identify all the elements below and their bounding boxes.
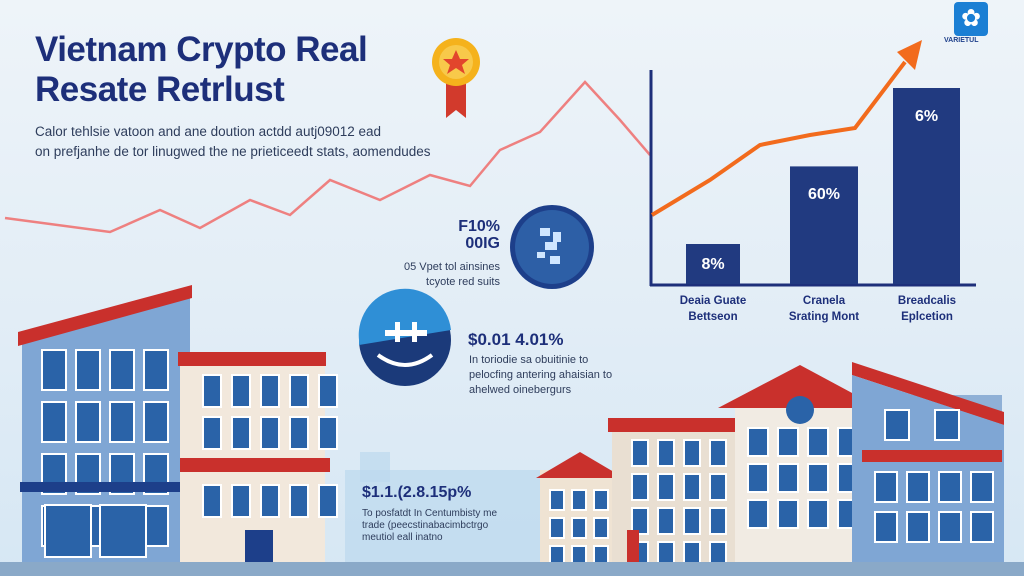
- bar-value-2: 60%: [807, 186, 841, 204]
- bar-3: [893, 88, 960, 284]
- red-trend-line: [4, 80, 651, 234]
- stat-1-value-2: 00IG: [465, 235, 500, 252]
- subtitle-line-1: Calor tehlsie vatoon and ane doution act…: [35, 124, 382, 139]
- stat-1-desc-1: 05 Vpet tol ainsines: [403, 261, 500, 273]
- title-line-2: Resate Retrlust: [35, 70, 285, 109]
- bar-label-3: Breadcalis Eplcetion: [872, 293, 982, 325]
- stat-2-desc-3: ahelwed oinebergurs: [469, 384, 572, 396]
- stat-3-desc-1: To posfatdt In Centumbisty me: [362, 508, 498, 519]
- subtitle-line-2: on prefjanhe de tor linugwed the ne prie…: [35, 144, 431, 159]
- handshake-icon: [358, 288, 451, 386]
- bar-label-2-line-2: Srating Mont: [788, 311, 860, 323]
- orange-trend-line: [650, 60, 907, 217]
- bar-label-3-line-2: Eplcetion: [901, 311, 953, 323]
- bar-label-2-line-1: Cranela: [802, 295, 846, 307]
- title-line-1: Vietnam Crypto Real: [35, 30, 368, 69]
- stat-1-value: F10%: [458, 218, 500, 235]
- stat-2-desc-1: In toriodie sa obuitinie to: [469, 354, 589, 366]
- stat-1: F10% 00IG: [420, 218, 500, 252]
- stat-1-desc-2: tcyote red suits: [426, 276, 500, 288]
- stat-2-desc: In toriodie sa obuitinie to pelocfing an…: [469, 353, 612, 398]
- bar-value-3: 6%: [914, 108, 939, 125]
- bar-label-3-line-1: Breadcalis: [897, 295, 957, 307]
- arrow-head-icon: [897, 40, 922, 70]
- bar-1: [686, 244, 740, 284]
- bar-label-1: Deaia Guate Bettseon: [658, 293, 768, 325]
- bar-2: [790, 166, 858, 284]
- bar-label-1-line-2: Bettseon: [688, 311, 738, 323]
- subtitle: Calor tehlsie vatoon and ane doution act…: [35, 122, 431, 162]
- stat-1-desc: 05 Vpet tol ainsines tcyote red suits: [380, 260, 500, 290]
- buildings-illustration: [0, 285, 1024, 576]
- blockchain-icon: [510, 205, 594, 289]
- medal-icon: [432, 38, 480, 118]
- stat-3-desc: To posfatdt In Centumbisty me trade (pee…: [362, 508, 497, 544]
- page-title: Vietnam Crypto Real Resate Retrlust: [35, 30, 368, 110]
- stat-2-value: $0.01 4.01%: [468, 330, 564, 349]
- stat-2-desc-2: pelocfing antering ahaisian to: [469, 369, 613, 381]
- bar-value-1: 8%: [701, 256, 725, 273]
- bar-label-1-line-1: Deaia Guate: [679, 295, 747, 307]
- stat-3-value: $1.1.(2.8.15p%: [362, 484, 472, 501]
- stat-3-desc-3: meutiol eall inatno: [362, 532, 443, 543]
- logo-text: VARIETUL: [944, 37, 979, 44]
- bar-label-2: Cranela Srating Mont: [769, 293, 879, 325]
- stat-3-desc-2: trade (peecstinabacimbctrgo: [362, 520, 489, 531]
- flower-logo-icon: ✿: [954, 2, 988, 36]
